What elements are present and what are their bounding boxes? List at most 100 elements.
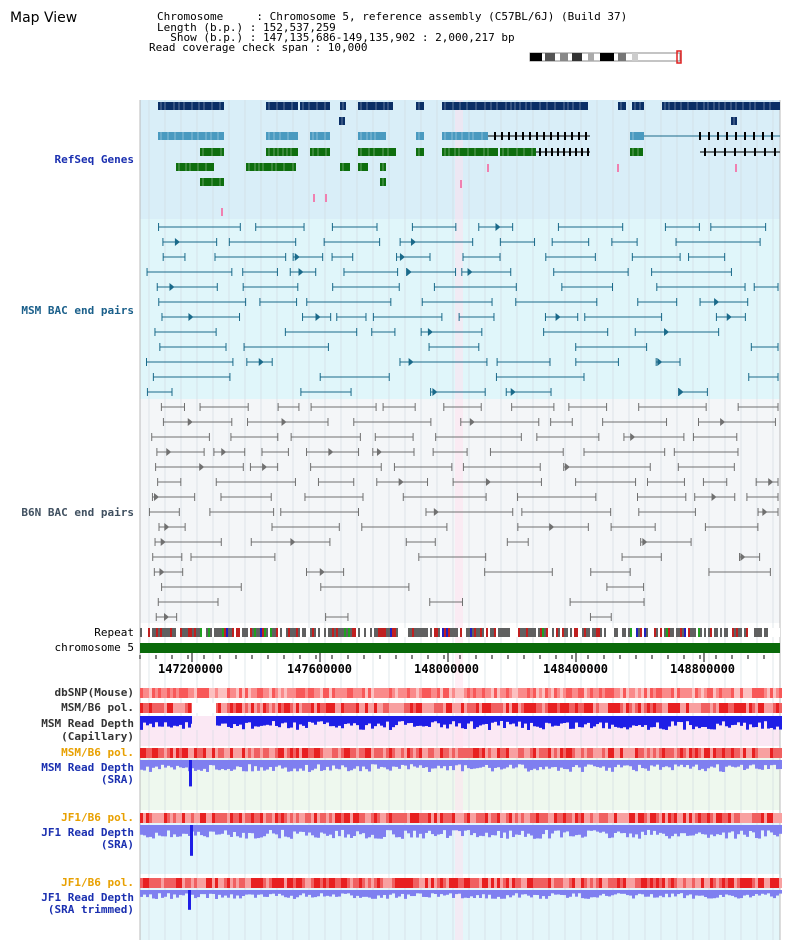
repeat-mark — [576, 628, 578, 637]
track-label-jf1-depth-trim[interactable]: JF1 Read Depth — [41, 891, 134, 904]
repeat-mark — [528, 628, 530, 637]
depth-bar — [284, 890, 287, 898]
repeat-mark — [346, 628, 348, 637]
repeat-mark — [554, 628, 556, 637]
track-label-refseq[interactable]: RefSeq Genes — [54, 153, 134, 166]
heat-cell — [500, 813, 503, 823]
heat-cell — [641, 703, 644, 713]
repeat-mark — [192, 628, 194, 637]
heat-cell — [644, 748, 647, 758]
heat-cell — [740, 703, 743, 713]
depth-bar — [383, 825, 386, 837]
depth-bar — [224, 716, 227, 724]
track-label-jf1-depth-sra[interactable]: JF1 Read Depth — [41, 826, 134, 839]
heat-cell — [551, 748, 554, 758]
depth-bar — [293, 716, 296, 723]
depth-bar — [539, 890, 542, 899]
repeat-mark — [426, 628, 428, 637]
depth-bar — [287, 825, 290, 838]
track-label-b6n-bac[interactable]: B6N BAC end pairs — [21, 506, 134, 519]
depth-bar — [638, 890, 641, 894]
track-label-dbsnp[interactable]: dbSNP(Mouse) — [54, 686, 134, 699]
heat-cell — [626, 688, 629, 698]
depth-bar — [518, 760, 521, 765]
heat-cell — [230, 688, 233, 698]
heat-cell — [332, 703, 335, 713]
heat-cell — [275, 813, 278, 823]
track-label-msm-depth-sra[interactable]: MSM Read Depth — [41, 761, 134, 774]
repeat-mark — [202, 628, 204, 637]
heat-cell — [668, 813, 671, 823]
heat-cell — [341, 703, 344, 713]
heat-cell — [521, 813, 524, 823]
depth-bar — [662, 825, 665, 834]
track-label-msm-bac[interactable]: MSM BAC end pairs — [21, 304, 134, 317]
track-label-chromosome[interactable]: chromosome 5 — [54, 641, 134, 654]
track-label-jf1-b6-pol-1[interactable]: JF1/B6 pol. — [61, 811, 134, 824]
repeat-mark — [614, 628, 616, 637]
heat-cell — [503, 813, 506, 823]
heat-cell — [665, 703, 668, 713]
depth-bar — [749, 890, 752, 898]
repeat-mark — [670, 628, 672, 637]
depth-bar — [758, 825, 761, 839]
track-label-msm-depth-cap[interactable]: MSM Read Depth — [41, 717, 134, 730]
heat-cell — [623, 703, 626, 713]
depth-bar — [317, 716, 320, 722]
depth-bar — [632, 716, 635, 726]
depth-bar — [323, 716, 326, 725]
repeat-mark — [342, 628, 344, 637]
heat-cell — [479, 688, 482, 698]
heat-cell — [536, 703, 539, 713]
depth-bar — [683, 716, 686, 730]
depth-bar — [254, 716, 257, 727]
heat-cell — [143, 878, 146, 888]
depth-bar — [461, 716, 464, 729]
depth-bar — [452, 716, 455, 722]
depth-bar — [143, 716, 146, 723]
depth-bar — [563, 890, 566, 896]
heat-cell — [776, 813, 779, 823]
track-label-msm-b6-pol-1[interactable]: MSM/B6 pol. — [61, 701, 134, 714]
heat-cell — [443, 703, 446, 713]
depth-bar — [329, 890, 332, 897]
depth-bar — [662, 760, 665, 768]
depth-bar — [437, 760, 440, 766]
heat-cell — [362, 688, 365, 698]
depth-bar — [326, 890, 329, 896]
heat-cell — [251, 688, 254, 698]
depth-bar — [635, 760, 638, 772]
heat-cell — [290, 813, 293, 823]
heat-cell — [539, 813, 542, 823]
repeat-mark — [360, 628, 362, 637]
heat-cell — [566, 878, 569, 888]
heat-cell — [476, 813, 479, 823]
heat-cell — [356, 703, 359, 713]
heat-cell — [563, 748, 566, 758]
heat-cell — [335, 748, 338, 758]
heat-cell — [347, 813, 350, 823]
track-label-jf1-b6-pol-2[interactable]: JF1/B6 pol. — [61, 876, 134, 889]
heat-cell — [737, 688, 740, 698]
heat-cell — [215, 748, 218, 758]
refseq-gene — [630, 132, 644, 140]
repeat-mark — [440, 628, 442, 637]
heat-cell — [701, 878, 704, 888]
depth-bar — [755, 890, 758, 895]
repeat-mark — [252, 628, 254, 637]
heat-cell — [332, 813, 335, 823]
repeat-mark — [236, 628, 238, 637]
track-label-msm-b6-pol-2[interactable]: MSM/B6 pol. — [61, 746, 134, 759]
heat-cell — [542, 688, 545, 698]
depth-bar — [164, 716, 167, 723]
track-label-repeat[interactable]: Repeat — [94, 626, 134, 639]
repeat-mark — [704, 628, 706, 637]
heat-cell — [473, 748, 476, 758]
heat-cell — [308, 688, 311, 698]
heat-cell — [746, 813, 749, 823]
heat-cell — [254, 688, 257, 698]
depth-bar — [698, 716, 701, 729]
depth-bar — [731, 716, 734, 726]
heat-cell — [152, 688, 155, 698]
